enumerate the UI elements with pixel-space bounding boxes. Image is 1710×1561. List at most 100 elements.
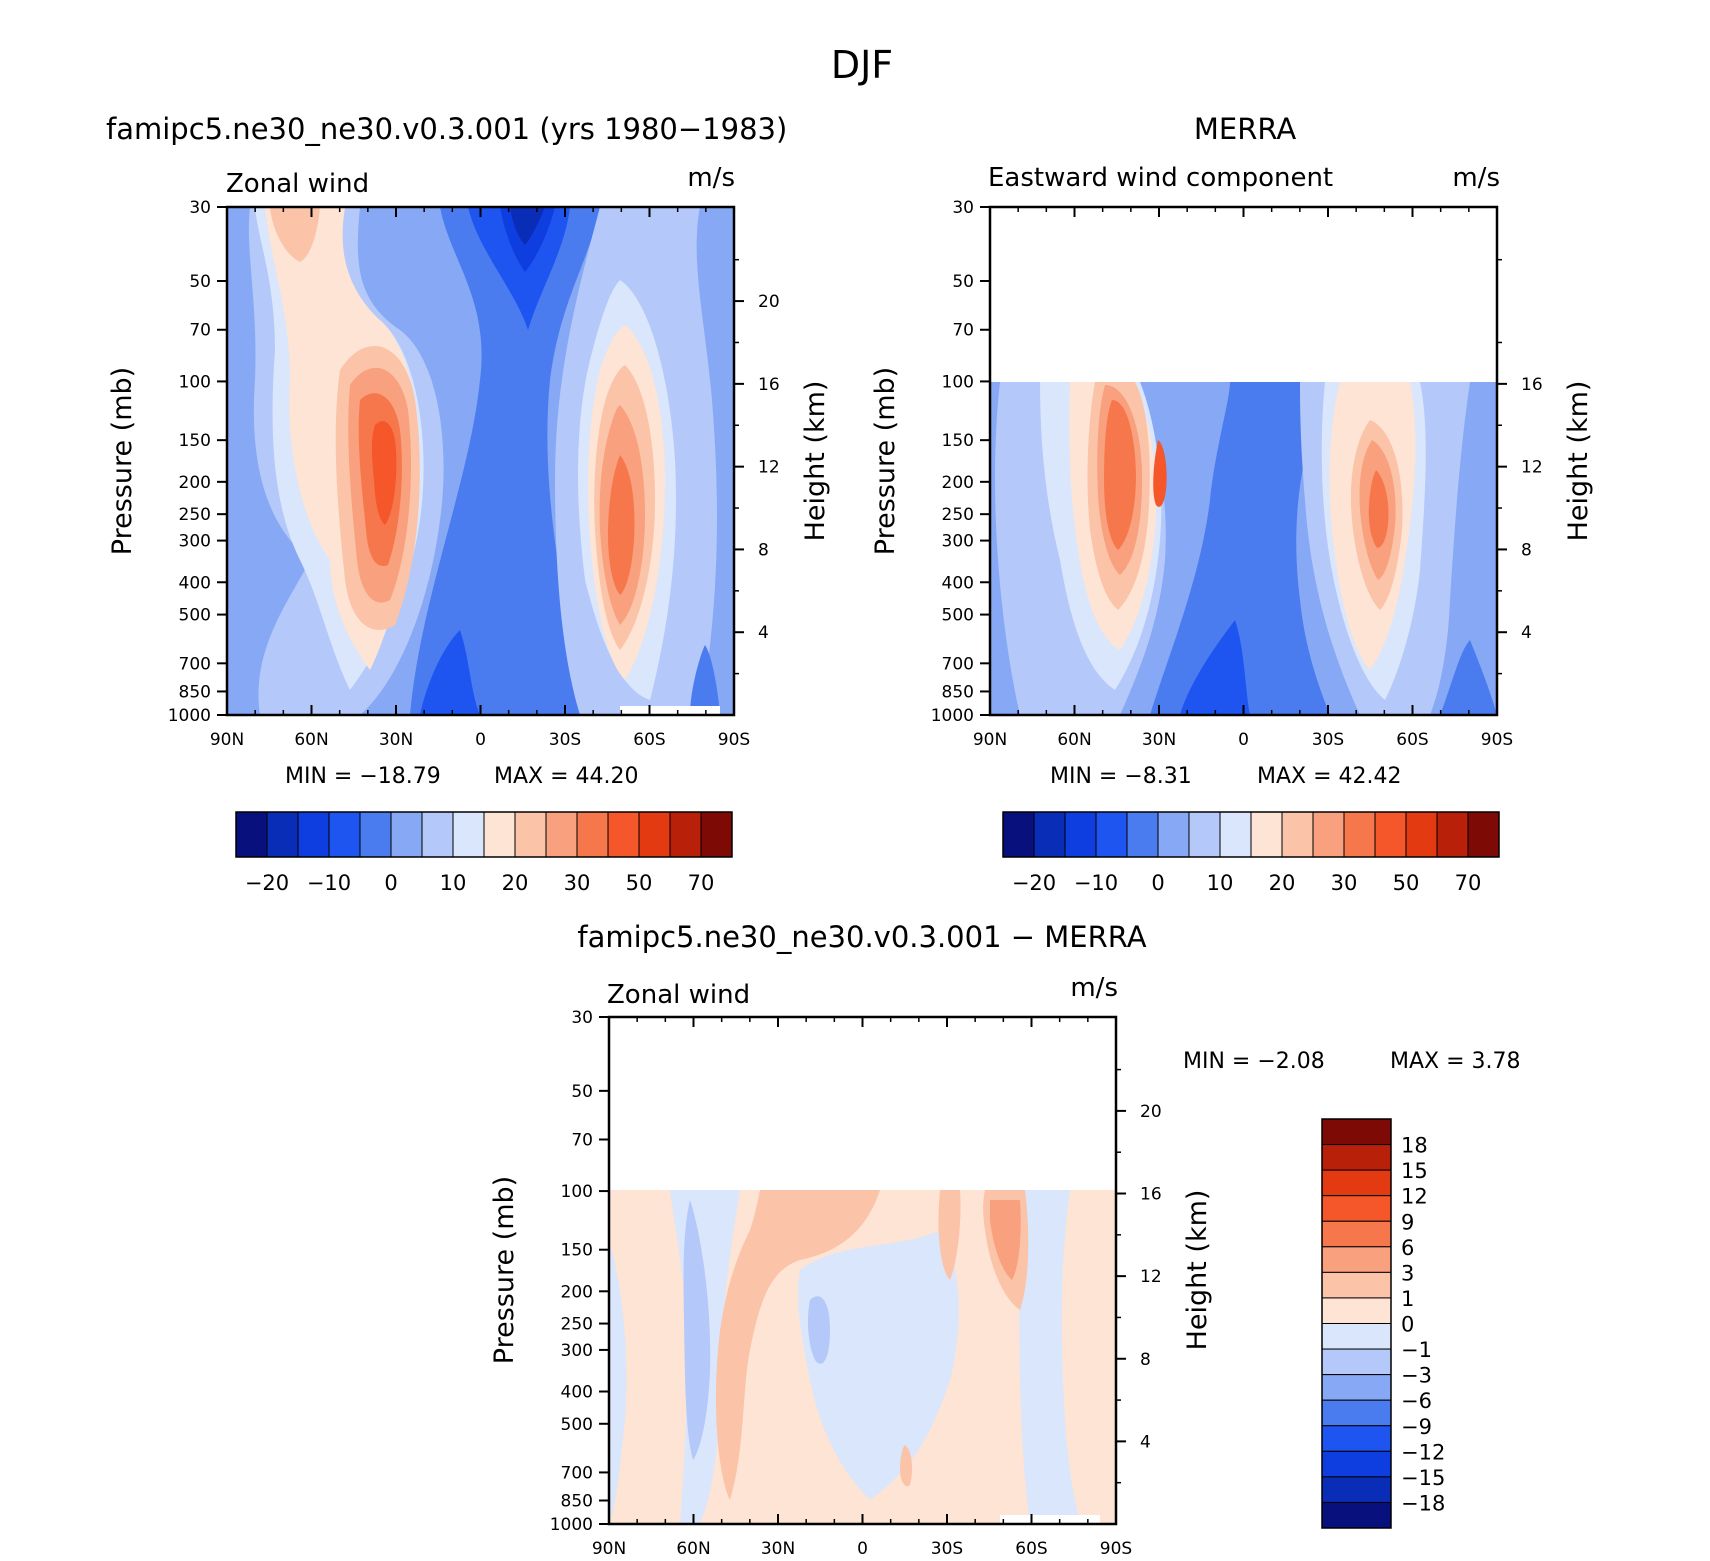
- x-tick-label: 30N: [379, 730, 413, 750]
- colorbar-swatch: [266, 811, 299, 858]
- colorbar-label: −12: [1401, 1440, 1445, 1464]
- y2-tick-label: 12: [1140, 1267, 1162, 1287]
- panel-diff: famipc5.ne30_ne30.v0.3.001 − MERRA Zonal…: [489, 920, 1521, 1559]
- y-tick-label: 30: [952, 198, 974, 218]
- colorbar-label: 50: [1393, 871, 1420, 895]
- colorbar-swatch: [1467, 811, 1500, 858]
- colorbar-swatch: [1321, 1297, 1392, 1324]
- colorbar-label: 3: [1401, 1261, 1414, 1285]
- x-tick-label: 90N: [973, 730, 1007, 750]
- x-tick-label: 30S: [1312, 730, 1344, 750]
- panel-diff-field: [609, 1190, 1116, 1524]
- panel-model-variable: Zonal wind: [226, 169, 369, 199]
- panel-diff-min: MIN = −2.08: [1183, 1049, 1325, 1074]
- panel-model-ylabel: Pressure (mb): [107, 367, 138, 555]
- colorbar-label: −9: [1401, 1415, 1432, 1439]
- y-tick-label: 250: [179, 505, 211, 525]
- colorbar-label: −20: [1012, 871, 1056, 895]
- y-tick-label: 300: [942, 532, 974, 552]
- y-tick-label: 100: [561, 1182, 593, 1202]
- colorbar-swatch: [1374, 811, 1407, 858]
- colorbar-label: 10: [1207, 871, 1234, 895]
- panel-model-title: famipc5.ne30_ne30.v0.3.001 (yrs 1980−198…: [106, 112, 787, 146]
- colorbar-swatch: [1321, 1348, 1392, 1376]
- y-tick-label: 70: [571, 1131, 593, 1151]
- y-tick-label: 100: [942, 372, 974, 392]
- colorbar-swatch: [1321, 1144, 1392, 1171]
- y2-tick-label: 8: [1140, 1350, 1151, 1370]
- colorbar-swatch: [1321, 1169, 1392, 1197]
- y-tick-label: 150: [179, 431, 211, 451]
- colorbar-swatch: [1321, 1271, 1392, 1299]
- colorbar-label: 20: [502, 871, 529, 895]
- y-tick-label: 850: [179, 682, 211, 702]
- colorbar-label: 18: [1401, 1134, 1428, 1158]
- colorbar-label: −1: [1401, 1338, 1432, 1362]
- colorbar-swatch: [1321, 1323, 1392, 1350]
- y2-tick-label: 12: [1521, 458, 1543, 478]
- figure-title: DJF: [831, 43, 893, 87]
- x-tick-label: 60S: [1015, 1539, 1047, 1559]
- colorbar-swatch: [1321, 1399, 1392, 1427]
- x-tick-label: 60N: [1057, 730, 1091, 750]
- y-tick-label: 50: [189, 272, 211, 292]
- y2-tick-label: 16: [1521, 375, 1543, 395]
- colorbar-label: 70: [1455, 871, 1482, 895]
- colorbar-swatch: [576, 811, 609, 858]
- y-tick-label: 300: [179, 532, 211, 552]
- colorbar-swatch: [359, 811, 392, 858]
- colorbar-label: −15: [1401, 1466, 1445, 1490]
- colorbar-swatch: [1188, 811, 1221, 858]
- colorbar-swatch: [452, 811, 485, 858]
- colorbar-swatch: [1343, 811, 1376, 858]
- colorbar-swatch: [1095, 811, 1128, 858]
- y-tick-label: 1000: [931, 706, 974, 726]
- colorbar-swatch: [483, 811, 516, 858]
- y-tick-label: 400: [179, 573, 211, 593]
- colorbar-label: −10: [1074, 871, 1118, 895]
- colorbar-swatch: [1033, 811, 1066, 858]
- y2-tick-label: 8: [758, 540, 769, 560]
- y-tick-label: 200: [179, 473, 211, 493]
- panel-model-max: MAX = 44.20: [494, 764, 639, 789]
- colorbar-swatch: [1157, 811, 1190, 858]
- panel-model-min: MIN = −18.79: [285, 764, 441, 789]
- y-tick-label: 1000: [550, 1515, 593, 1535]
- panel-obs-units: m/s: [1452, 163, 1500, 193]
- panel-diff-max: MAX = 3.78: [1390, 1049, 1521, 1074]
- colorbar-swatch: [1321, 1425, 1392, 1452]
- panel-model: famipc5.ne30_ne30.v0.3.001 (yrs 1980−198…: [106, 112, 831, 895]
- y2-tick-label: 20: [758, 292, 780, 312]
- y-tick-label: 1000: [168, 706, 211, 726]
- panel-diff-axes: 90N 60N 30N 0 30S 60S 90S 30 50 70 100 150 200 250 300…: [550, 1008, 1162, 1559]
- colorbar-label: 0: [1151, 871, 1164, 895]
- y-tick-label: 700: [942, 654, 974, 674]
- colorbar-swatch: [328, 811, 361, 858]
- colorbar-frame: [235, 811, 733, 858]
- colorbar-swatch: [700, 811, 733, 858]
- colorbar-swatch: [638, 811, 671, 858]
- y-tick-label: 250: [942, 505, 974, 525]
- y-tick-label: 500: [561, 1415, 593, 1435]
- y2-tick-label: 12: [758, 458, 780, 478]
- x-tick-label: 30S: [931, 1539, 963, 1559]
- colorbar-swatch: [669, 811, 702, 858]
- panel-obs-colorbar: −20 −10 0 10 20 30 50 70: [1002, 811, 1500, 895]
- y-tick-label: 50: [952, 272, 974, 292]
- y-tick-label: 250: [561, 1315, 593, 1335]
- panel-obs-axes: 90N 60N 30N 0 30S 60S 90S 30 50 70 100 150 200 250 300…: [931, 198, 1543, 750]
- y2-tick-label: 16: [758, 375, 780, 395]
- panel-obs-title: MERRA: [1194, 112, 1296, 146]
- panel-model-y2label: Height (km): [800, 381, 831, 542]
- colorbar-swatch: [1250, 811, 1283, 858]
- y-tick-label: 300: [561, 1341, 593, 1361]
- colorbar-label: 10: [440, 871, 467, 895]
- colorbar-label: −18: [1401, 1491, 1445, 1515]
- x-tick-label: 60N: [294, 730, 328, 750]
- x-tick-label: 30N: [761, 1539, 795, 1559]
- colorbar-frame: [1002, 811, 1500, 858]
- x-tick-label: 90S: [1100, 1539, 1132, 1559]
- colorbar-swatch: [1281, 811, 1314, 858]
- y-tick-label: 850: [561, 1492, 593, 1512]
